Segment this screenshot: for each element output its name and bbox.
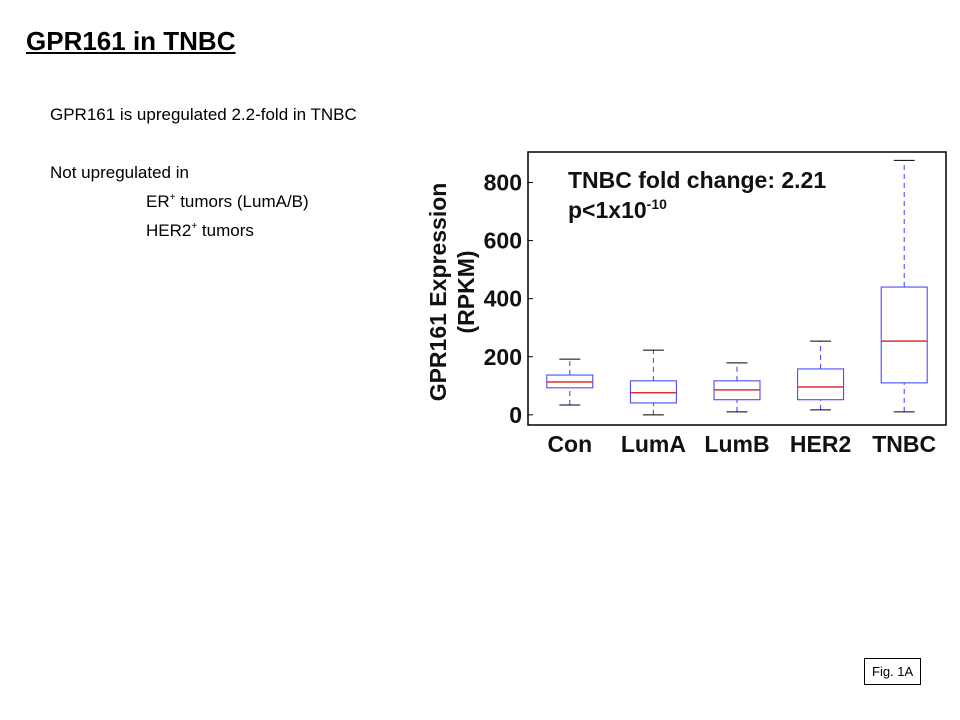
y-tick-label: 200 [484,344,522,370]
x-tick-label: TNBC [872,431,936,457]
figure-label: Fig. 1A [864,658,922,685]
annotation: TNBC fold change: 2.21 [568,167,826,193]
y-tick-label: 800 [484,169,522,195]
text: tumors [197,221,254,240]
text-line: Not upregulated in [50,163,189,182]
text-line: GPR161 is upregulated 2.2-fold in TNBC [50,105,357,124]
text: HER2 [146,221,192,240]
x-tick-label: LumA [621,431,686,457]
plot-frame [527,151,947,426]
slide-title: GPR161 in TNBC [26,26,236,56]
y-tick-label: 400 [484,286,522,312]
box [880,286,928,384]
text: ER [146,192,170,211]
annotation-text: p<1x10 [568,197,647,223]
text: tumors (LumA/B) [175,192,309,211]
y-tick-label: 0 [509,402,522,428]
superscript: + [169,192,176,203]
annotation: p<1x10-10 [568,196,667,223]
text-line: HER2+ tumors [146,221,254,241]
text-line: ER+ tumors (LumA/B) [146,192,309,212]
x-tick-label: Con [547,431,592,457]
box [629,380,677,404]
box [797,368,845,401]
y-axis-label: (RPKM) [453,250,479,333]
annotation-superscript: -10 [647,196,667,212]
y-tick-label: 600 [484,228,522,254]
x-tick-label: LumB [704,431,769,457]
y-axis-label: GPR161 Expression [425,183,451,402]
superscript: + [191,221,198,232]
x-tick-label: HER2 [790,431,851,457]
